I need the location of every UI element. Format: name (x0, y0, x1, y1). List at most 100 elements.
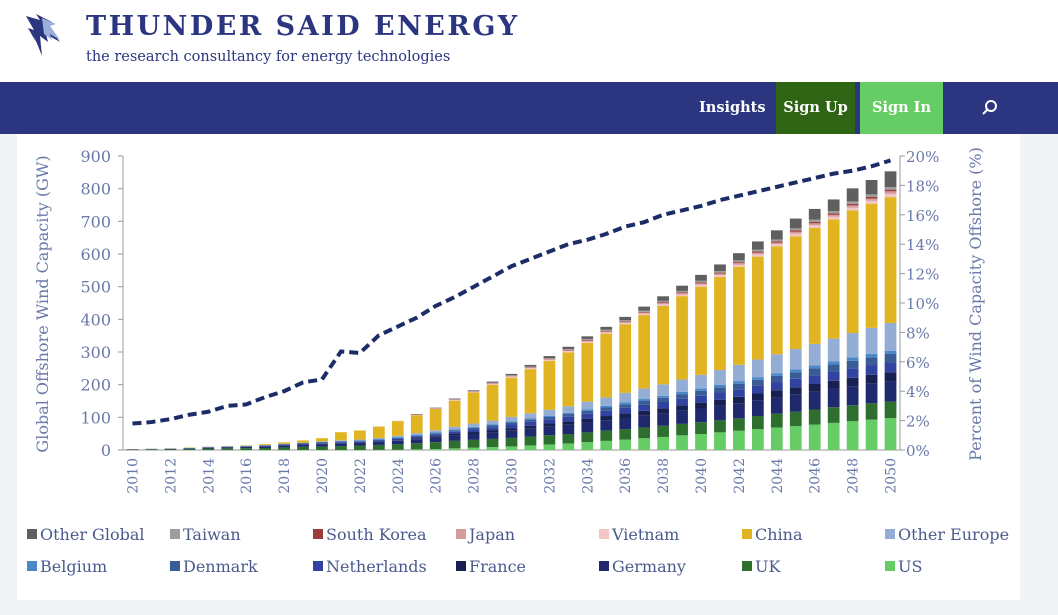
bar-uk-2025 (410, 443, 423, 450)
bar-us-2049 (865, 419, 878, 450)
bar-germany-2017 (259, 446, 272, 448)
nav-insights-link[interactable]: Insights (699, 99, 766, 116)
bar-uk-2042 (733, 418, 745, 431)
bar-other-global-2037 (638, 306, 651, 311)
bar-vietnam-2030 (505, 376, 518, 378)
bar-us-2042 (733, 430, 745, 450)
legend-item-netherlands: Netherlands (313, 557, 427, 576)
x-tick-label: 2038 (656, 458, 672, 494)
legend-label: France (469, 557, 527, 576)
y-tick-label-left: 800 (80, 180, 111, 199)
bar-china-2038 (657, 305, 669, 385)
bar-belgium-2031 (524, 418, 537, 420)
bar-france-2034 (581, 418, 594, 423)
sign-up-button[interactable]: Sign Up (776, 82, 855, 134)
y-tick-label-right: 12% (906, 266, 939, 284)
bar-vietnam-2050 (884, 193, 897, 198)
bar-other-europe-2029 (486, 420, 499, 425)
bar-japan-2045 (789, 231, 802, 234)
bar-uk-2037 (638, 427, 651, 439)
bar-netherlands-2025 (410, 436, 423, 439)
bar-germany-2030 (505, 430, 518, 438)
legend-swatch (313, 528, 323, 539)
bar-us-2026 (429, 449, 442, 450)
legend-label: South Korea (326, 525, 427, 544)
bar-china-2017 (259, 444, 272, 445)
bar-taiwan-2040 (695, 280, 707, 283)
bar-vietnam-2039 (676, 294, 688, 297)
bar-uk-2011 (145, 449, 158, 450)
bar-denmark-2027 (448, 430, 461, 432)
bar-germany-2046 (808, 391, 821, 410)
bar-denmark-2024 (391, 437, 404, 439)
bar-us-2039 (676, 435, 688, 450)
y-axis-label-right: Percent of Wind Capacity Offshore (%) (966, 147, 985, 461)
bar-us-2030 (505, 446, 518, 450)
bar-germany-2016 (240, 446, 253, 449)
bar-uk-2031 (524, 436, 537, 446)
legend-label: Denmark (183, 557, 258, 576)
bar-south-korea-2044 (770, 241, 783, 243)
bar-netherlands-2027 (448, 431, 461, 434)
bar-other-europe-2047 (827, 338, 840, 362)
bar-china-2045 (789, 236, 802, 350)
y-tick-label-left: 600 (80, 245, 111, 264)
legend-item-other-europe: Other Europe (885, 525, 1009, 544)
y-tick-label-left: 700 (80, 212, 111, 231)
legend-swatch (885, 560, 895, 571)
bar-uk-2032 (543, 435, 556, 445)
bar-uk-2048 (846, 405, 859, 422)
bar-other-global-2033 (562, 346, 575, 350)
legend-label: Other Global (40, 525, 145, 544)
bar-taiwan-2044 (770, 239, 783, 242)
x-tick-label: 2034 (580, 458, 596, 494)
y-tick-label-right: 20% (906, 148, 939, 166)
y-tick-label-left: 100 (80, 408, 111, 427)
x-tick-label: 2030 (505, 458, 521, 494)
legend-label: Japan (469, 525, 516, 544)
search-icon[interactable] (980, 98, 1000, 118)
bar-taiwan-2031 (524, 366, 537, 368)
bar-france-2049 (865, 374, 878, 384)
bar-france-2024 (391, 440, 404, 441)
legend-item-vietnam: Vietnam (599, 525, 679, 544)
bar-taiwan-2037 (638, 310, 651, 312)
bar-other-global-2046 (808, 208, 821, 220)
bar-other-europe-2026 (429, 430, 442, 433)
bar-netherlands-2049 (865, 365, 878, 375)
legend-swatch (170, 528, 180, 539)
bar-japan-2041 (714, 273, 726, 275)
bar-japan-2047 (827, 214, 840, 217)
site-title[interactable]: THUNDER SAID ENERGY (86, 11, 520, 42)
bar-other-global-2049 (865, 180, 878, 195)
bar-denmark-2046 (808, 368, 821, 376)
bar-vietnam-2048 (846, 207, 859, 211)
bar-denmark-2018 (278, 444, 290, 445)
bar-uk-2029 (486, 438, 499, 448)
y-tick-label-right: 14% (906, 236, 939, 254)
bar-uk-2043 (751, 416, 764, 430)
bar-belgium-2034 (581, 409, 594, 411)
bar-germany-2020 (316, 444, 328, 447)
bar-japan-2050 (884, 191, 897, 194)
bar-china-2041 (714, 276, 726, 370)
bar-france-2044 (770, 390, 783, 398)
bar-france-2028 (467, 432, 480, 434)
lightning-bolt-logo-icon[interactable] (22, 12, 64, 58)
bar-china-2048 (846, 210, 859, 334)
bar-germany-2014 (202, 447, 215, 449)
main-nav: Insights Sign Up Sign In (0, 82, 1058, 134)
bar-belgium-2042 (733, 381, 745, 384)
bar-france-2031 (524, 425, 537, 429)
sign-in-button[interactable]: Sign In (860, 82, 943, 134)
bar-uk-2046 (808, 409, 821, 425)
x-tick-label: 2032 (542, 458, 558, 494)
bar-china-2043 (751, 256, 764, 360)
bar-vietnam-2046 (808, 225, 821, 228)
bar-taiwan-2038 (657, 300, 669, 303)
bar-belgium-2040 (695, 388, 707, 391)
bar-germany-2032 (543, 426, 556, 436)
bar-us-2033 (562, 443, 575, 450)
bar-uk-2024 (391, 444, 404, 450)
bar-other-global-2032 (543, 356, 556, 359)
